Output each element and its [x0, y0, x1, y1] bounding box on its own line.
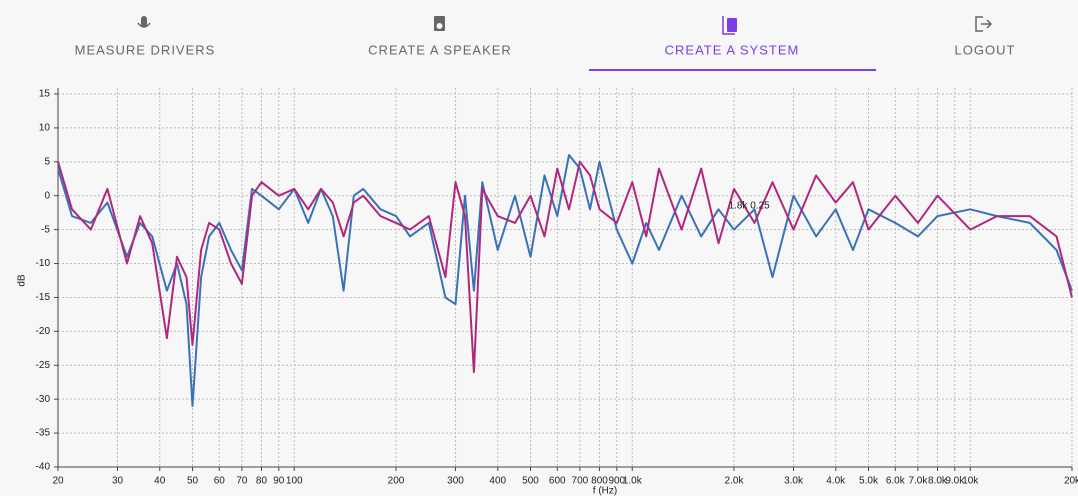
- system-icon: [727, 18, 737, 32]
- x-tick-label: 600: [549, 476, 566, 487]
- x-tick-label: 200: [388, 476, 405, 487]
- x-tick-label: 60: [214, 476, 226, 487]
- x-tick-label: 3.0k: [784, 476, 804, 487]
- plot-area: [58, 88, 1072, 467]
- x-tick-label: 4.0k: [826, 476, 846, 487]
- x-tick-label: 300: [447, 476, 464, 487]
- y-tick-label: -25: [36, 360, 51, 371]
- x-tick-label: 20: [52, 476, 64, 487]
- x-tick-label: 40: [154, 476, 166, 487]
- response-line: [57, 160, 1073, 374]
- x-tick-label: 1.0k: [623, 476, 643, 487]
- x-tick-label: 20k: [1064, 476, 1078, 487]
- speaker-icon: [436, 23, 443, 29]
- x-tick-label: 10k: [962, 476, 979, 487]
- x-tick-label: 400: [489, 476, 506, 487]
- mic-icon: [141, 16, 147, 27]
- nav-icons: [137, 16, 993, 35]
- y-tick-label: 10: [39, 123, 51, 134]
- response-line: [57, 154, 1073, 407]
- x-tick-label: 100: [286, 476, 303, 487]
- nav-tab[interactable]: LOGOUT: [955, 42, 1016, 57]
- x-tick-label: 6.0k: [886, 476, 906, 487]
- mic-icon: [137, 22, 151, 28]
- y-axis-label: dB: [17, 274, 28, 287]
- active-underline: [589, 69, 876, 71]
- x-tick-label: 7.0k: [908, 476, 928, 487]
- x-tick-label: 8.0k: [928, 476, 948, 487]
- x-tick-label: 500: [522, 476, 539, 487]
- y-tick-label: -40: [36, 462, 51, 473]
- nav-tab[interactable]: CREATE A SYSTEM: [665, 42, 800, 57]
- y-tick-label: 5: [44, 156, 50, 167]
- logout-icon: [975, 16, 993, 32]
- system-icon: [722, 16, 735, 35]
- nav-tab[interactable]: MEASURE DRIVERS: [75, 42, 216, 57]
- y-tick-label: 0: [44, 190, 50, 201]
- y-tick-label: -30: [36, 394, 51, 405]
- y-tick-label: -10: [36, 258, 51, 269]
- x-tick-label: 80: [256, 476, 268, 487]
- x-tick-label: 9.0k: [945, 476, 965, 487]
- x-tick-label: 5.0k: [859, 476, 879, 487]
- y-tick-label: 15: [39, 89, 51, 100]
- x-tick-label: 2.0k: [725, 476, 745, 487]
- x-tick-label: 30: [112, 476, 124, 487]
- y-tick-label: -15: [36, 292, 51, 303]
- y-tick-label: -35: [36, 428, 51, 439]
- x-tick-label: 90: [273, 476, 285, 487]
- x-tick-label: 50: [187, 476, 199, 487]
- cursor-readout: 1.8k 0.25: [729, 201, 771, 212]
- nav-tab[interactable]: CREATE A SPEAKER: [368, 42, 512, 57]
- x-axis-label: f (Hz): [593, 486, 617, 496]
- x-tick-label: 900: [608, 476, 625, 487]
- x-tick-label: 700: [572, 476, 589, 487]
- x-tick-label: 800: [591, 476, 608, 487]
- y-tick-label: -20: [36, 326, 51, 337]
- y-tick-label: -5: [41, 224, 50, 235]
- x-tick-label: 70: [236, 476, 248, 487]
